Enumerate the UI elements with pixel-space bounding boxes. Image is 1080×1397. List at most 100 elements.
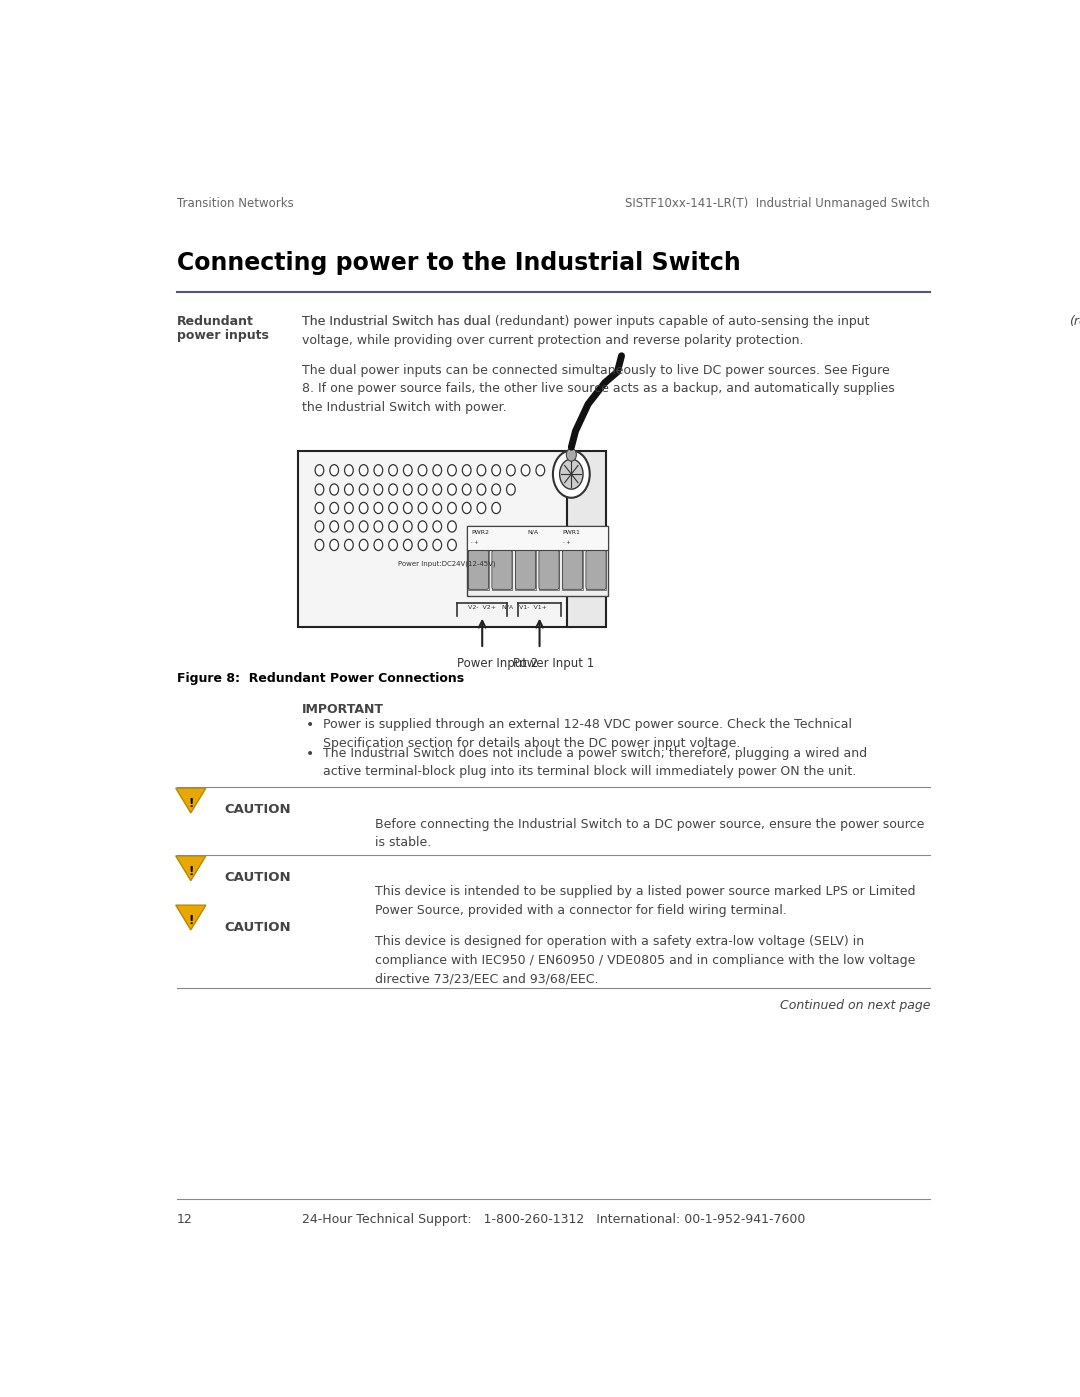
Text: Before connecting the Industrial Switch to a DC power source, ensure the power s: Before connecting the Industrial Switch … bbox=[375, 817, 924, 849]
Circle shape bbox=[389, 483, 397, 495]
Circle shape bbox=[360, 483, 368, 495]
Polygon shape bbox=[176, 905, 206, 930]
Circle shape bbox=[433, 483, 442, 495]
Circle shape bbox=[536, 465, 544, 476]
Circle shape bbox=[374, 465, 382, 476]
Text: •: • bbox=[306, 746, 314, 761]
Circle shape bbox=[360, 503, 368, 514]
Circle shape bbox=[447, 539, 457, 550]
Text: (redundant): (redundant) bbox=[1069, 316, 1080, 328]
Circle shape bbox=[404, 539, 413, 550]
Circle shape bbox=[374, 539, 382, 550]
Circle shape bbox=[447, 483, 457, 495]
Text: !: ! bbox=[188, 865, 193, 877]
Circle shape bbox=[389, 521, 397, 532]
Circle shape bbox=[447, 503, 457, 514]
Circle shape bbox=[404, 521, 413, 532]
Text: The Industrial Switch has dual (redundant) power inputs capable of auto-sensing : The Industrial Switch has dual (redundan… bbox=[301, 316, 869, 346]
FancyBboxPatch shape bbox=[515, 550, 536, 590]
Circle shape bbox=[360, 539, 368, 550]
Circle shape bbox=[345, 465, 353, 476]
Text: Continued on next page: Continued on next page bbox=[780, 999, 930, 1013]
Circle shape bbox=[360, 521, 368, 532]
Text: Figure 8:  Redundant Power Connections: Figure 8: Redundant Power Connections bbox=[177, 672, 464, 685]
Circle shape bbox=[404, 503, 413, 514]
Circle shape bbox=[477, 503, 486, 514]
Text: The dual power inputs can be connected simultaneously to live DC power sources. : The dual power inputs can be connected s… bbox=[301, 365, 894, 414]
Bar bbox=[563, 545, 582, 591]
Text: This device is designed for operation with a safety extra-low voltage (SELV) in
: This device is designed for operation wi… bbox=[375, 936, 916, 985]
Text: •: • bbox=[306, 718, 314, 732]
Text: This device is intended to be supplied by a listed power source marked LPS or Li: This device is intended to be supplied b… bbox=[375, 886, 916, 916]
Circle shape bbox=[360, 465, 368, 476]
FancyBboxPatch shape bbox=[491, 550, 512, 590]
Circle shape bbox=[345, 483, 353, 495]
Text: V2-  V2+   N/A   V1-  V1+: V2- V2+ N/A V1- V1+ bbox=[469, 605, 548, 609]
Bar bbox=[491, 545, 512, 591]
Circle shape bbox=[433, 465, 442, 476]
Polygon shape bbox=[176, 788, 206, 813]
Text: - +: - + bbox=[563, 541, 570, 545]
Circle shape bbox=[491, 503, 500, 514]
Circle shape bbox=[507, 483, 515, 495]
Circle shape bbox=[374, 521, 382, 532]
Text: The Industrial Switch does not include a power switch; therefore, plugging a wir: The Industrial Switch does not include a… bbox=[323, 746, 866, 778]
Circle shape bbox=[345, 521, 353, 532]
Circle shape bbox=[345, 503, 353, 514]
Text: N/A: N/A bbox=[527, 529, 539, 535]
Circle shape bbox=[329, 521, 338, 532]
Text: PWR2: PWR2 bbox=[471, 529, 489, 535]
Text: Power is supplied through an external 12-48 VDC power source. Check the Technica: Power is supplied through an external 12… bbox=[323, 718, 851, 750]
Circle shape bbox=[447, 521, 457, 532]
Polygon shape bbox=[176, 856, 206, 880]
Circle shape bbox=[315, 503, 324, 514]
Text: !: ! bbox=[188, 798, 193, 810]
Bar bbox=[586, 545, 606, 591]
Text: 24-Hour Technical Support:   1-800-260-1312   International: 00-1-952-941-7600: 24-Hour Technical Support: 1-800-260-131… bbox=[301, 1214, 806, 1227]
Text: The Industrial Switch has dual (redundant) power inputs capable of auto-sensing : The Industrial Switch has dual (redundan… bbox=[301, 316, 869, 344]
Circle shape bbox=[389, 465, 397, 476]
Circle shape bbox=[404, 465, 413, 476]
Circle shape bbox=[315, 483, 324, 495]
Text: PWR1: PWR1 bbox=[563, 529, 580, 535]
Circle shape bbox=[522, 465, 530, 476]
Text: - +: - + bbox=[471, 541, 478, 545]
Circle shape bbox=[559, 460, 583, 489]
Text: IMPORTANT: IMPORTANT bbox=[301, 703, 383, 715]
Text: The Industrial Switch has dual: The Industrial Switch has dual bbox=[301, 316, 495, 328]
Bar bbox=[467, 527, 608, 550]
Text: Power Input 1: Power Input 1 bbox=[513, 657, 594, 669]
Circle shape bbox=[329, 539, 338, 550]
Bar bbox=[467, 527, 608, 595]
Circle shape bbox=[418, 465, 427, 476]
Bar bbox=[515, 545, 536, 591]
Text: Power Input:DC24V(12-45V): Power Input:DC24V(12-45V) bbox=[399, 560, 496, 567]
Circle shape bbox=[566, 448, 577, 461]
Circle shape bbox=[374, 483, 382, 495]
Circle shape bbox=[389, 539, 397, 550]
Text: Connecting power to the Industrial Switch: Connecting power to the Industrial Switc… bbox=[177, 251, 741, 275]
Circle shape bbox=[418, 539, 427, 550]
Circle shape bbox=[404, 483, 413, 495]
Circle shape bbox=[374, 503, 382, 514]
Circle shape bbox=[418, 483, 427, 495]
Text: Redundant: Redundant bbox=[177, 316, 254, 328]
Text: SISTF10xx-141-LR(T)  Industrial Unmanaged Switch: SISTF10xx-141-LR(T) Industrial Unmanaged… bbox=[625, 197, 930, 210]
Circle shape bbox=[462, 465, 471, 476]
Circle shape bbox=[329, 503, 338, 514]
Circle shape bbox=[462, 483, 471, 495]
Text: CAUTION: CAUTION bbox=[225, 803, 291, 816]
Text: Transition Networks: Transition Networks bbox=[177, 197, 294, 210]
Circle shape bbox=[433, 503, 442, 514]
Bar bbox=[298, 451, 572, 627]
Circle shape bbox=[433, 539, 442, 550]
Circle shape bbox=[491, 483, 500, 495]
FancyBboxPatch shape bbox=[586, 550, 606, 590]
Circle shape bbox=[491, 465, 500, 476]
Circle shape bbox=[507, 465, 515, 476]
Text: CAUTION: CAUTION bbox=[225, 921, 291, 933]
Text: power inputs: power inputs bbox=[177, 330, 269, 342]
Bar bbox=[469, 545, 488, 591]
Text: 12: 12 bbox=[177, 1214, 192, 1227]
Bar bbox=[539, 545, 559, 591]
